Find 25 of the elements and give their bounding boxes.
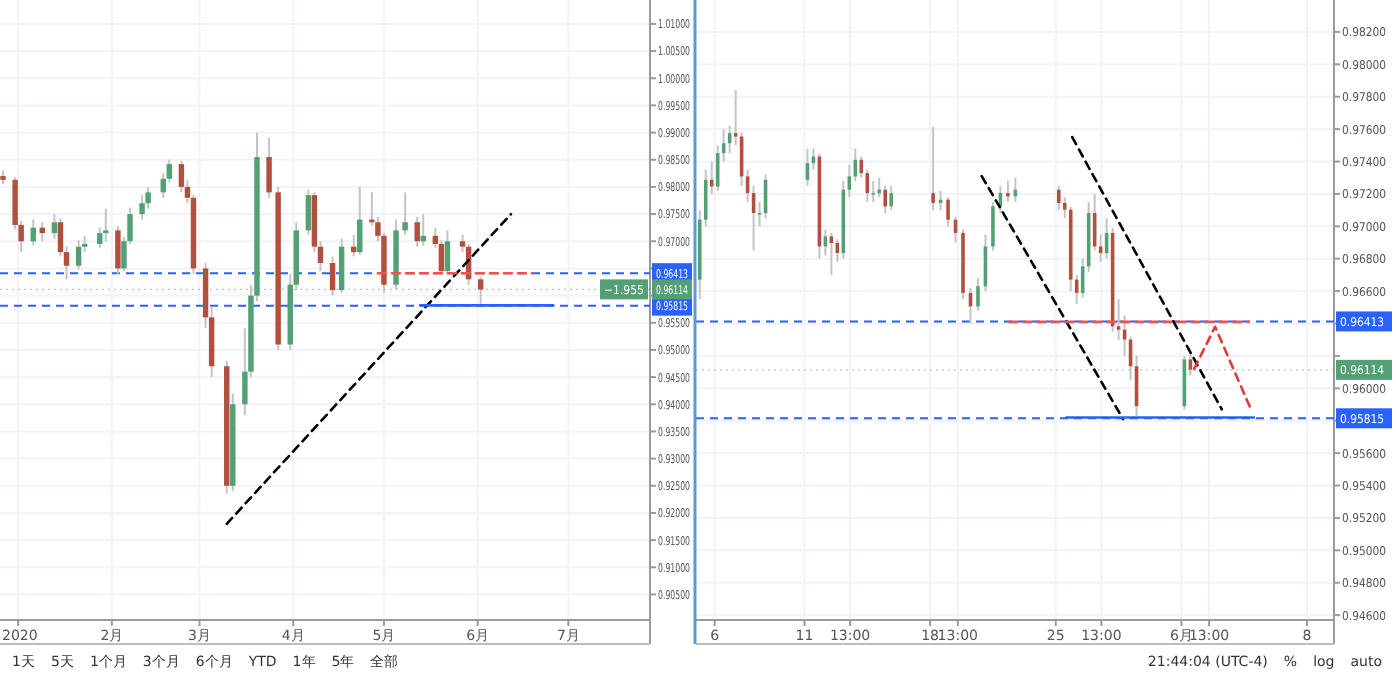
candlestick bbox=[976, 277, 980, 312]
candlestick bbox=[889, 184, 894, 212]
candlestick bbox=[139, 194, 145, 221]
candlestick bbox=[414, 215, 420, 248]
candlestick bbox=[357, 185, 363, 256]
candlestick bbox=[877, 176, 882, 199]
candlestick bbox=[709, 160, 714, 195]
candlestick bbox=[115, 225, 121, 275]
candlestick bbox=[991, 201, 995, 252]
candlestick bbox=[931, 125, 935, 212]
candlestick bbox=[329, 255, 336, 297]
candlestick bbox=[1188, 351, 1193, 377]
candlestick bbox=[51, 213, 58, 240]
candlestick bbox=[444, 229, 451, 275]
candlestick bbox=[477, 275, 484, 305]
candlestick bbox=[103, 207, 109, 243]
candlestick bbox=[1056, 184, 1061, 212]
candlestick bbox=[946, 196, 950, 228]
candlestick bbox=[305, 188, 312, 236]
candlestick bbox=[402, 191, 408, 236]
candlestick bbox=[266, 137, 272, 199]
candlestick bbox=[75, 239, 82, 271]
candlestick bbox=[1006, 179, 1010, 204]
candlestick bbox=[338, 237, 345, 294]
candlestick bbox=[883, 184, 888, 215]
